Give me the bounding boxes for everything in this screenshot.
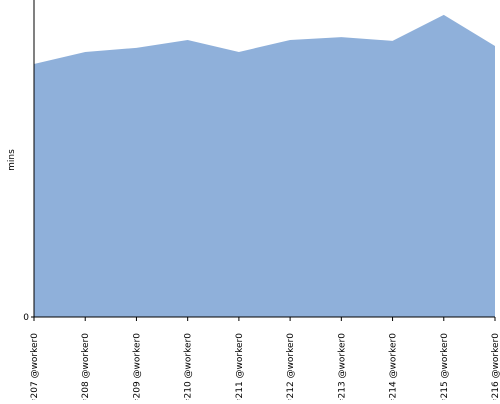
x-tick-label: #207 @worker0	[30, 333, 40, 400]
x-tick-label: #215 @worker0	[440, 333, 450, 400]
y-axis-label: mins	[7, 149, 17, 171]
x-tick-label: #213 @worker0	[337, 333, 347, 400]
area	[34, 14, 495, 318]
x-tick-label: #208 @worker0	[81, 333, 91, 400]
x-tick-label: #214 @worker0	[389, 333, 399, 400]
x-tick-label: #209 @worker0	[132, 333, 142, 400]
x-tick-label: #212 @worker0	[286, 333, 296, 400]
x-tick-label: #211 @worker0	[235, 333, 245, 400]
y-tick-label: 0	[23, 313, 29, 323]
x-tick-label: #210 @worker0	[184, 333, 194, 400]
x-tick-label: #216 @worker0	[491, 333, 500, 400]
